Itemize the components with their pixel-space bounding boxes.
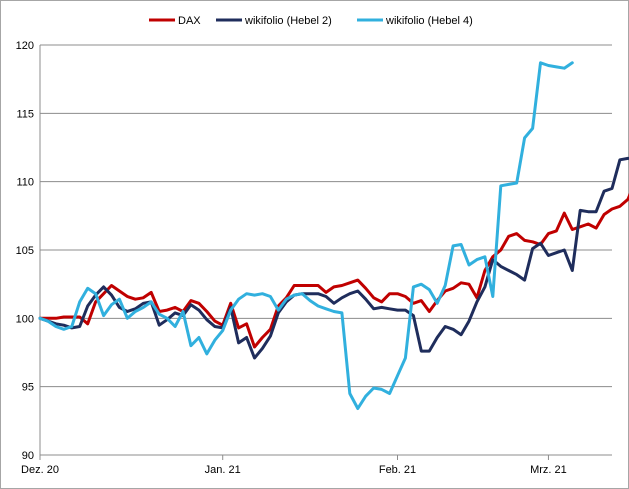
y-tick-label: 90 (22, 450, 34, 462)
legend: DAX wikifolio (Hebel 2) wikifolio (Hebel… (149, 15, 473, 27)
series-line-wikifolio-hebel-2 (38, 156, 629, 360)
y-tick-label: 110 (16, 177, 34, 189)
y-tick-labels: 90 95 100 105 110 115 120 (16, 40, 34, 462)
grid-lines (40, 44, 612, 456)
x-tick-label: Feb. 21 (379, 464, 416, 476)
x-tick-labels: Dez. 20 Jan. 21 Feb. 21 Mrz. 21 (21, 455, 567, 476)
y-tick-label: 115 (16, 108, 34, 120)
x-tick-label: Dez. 20 (21, 464, 59, 476)
legend-label-hebel-4: wikifolio (Hebel 4) (385, 15, 473, 27)
y-tick-label: 120 (16, 40, 34, 52)
series-line-wikifolio-hebel-4 (38, 61, 574, 410)
x-tick-label: Jan. 21 (205, 464, 241, 476)
y-tick-label: 105 (16, 245, 34, 257)
x-tick-label: Mrz. 21 (530, 464, 567, 476)
legend-label-hebel-2: wikifolio (Hebel 2) (244, 15, 332, 27)
y-tick-label: 100 (16, 313, 34, 325)
series-lines (38, 61, 629, 410)
series-line-dax (38, 192, 629, 349)
axes (39, 45, 612, 456)
legend-label-dax: DAX (178, 15, 201, 27)
y-tick-label: 95 (22, 382, 34, 394)
